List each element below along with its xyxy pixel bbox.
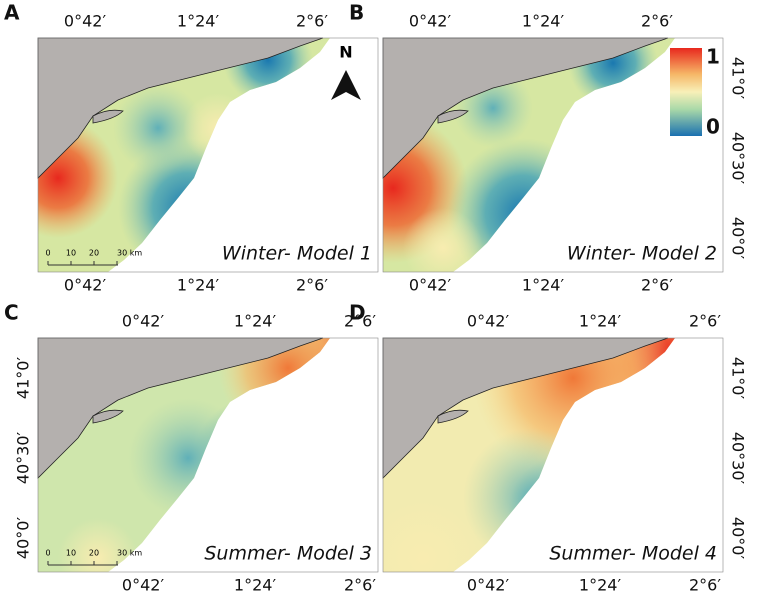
- north-arrow: [331, 70, 361, 100]
- delta: [92, 409, 124, 424]
- lon-label: 2°6′: [296, 12, 328, 31]
- lon-label: 1°24′: [234, 576, 277, 595]
- map-panel: C Summer- Model 3 0°42′ 1°24′ 2°6′ 0°42′ 1°24′…: [4, 301, 379, 595]
- map-border: [37, 37, 379, 273]
- panel-letter: A: [4, 1, 20, 25]
- surface-blob: [38, 118, 118, 238]
- lon-label: 2°6′: [689, 312, 721, 331]
- land: [37, 37, 324, 179]
- lon-label: 1°24′: [579, 312, 622, 331]
- lat-label: 41°0′: [729, 57, 748, 100]
- map-panel: A Winter- Model 1 0°42′ 1°24′ 2°6′ 0°42′ 1°24′…: [4, 1, 379, 295]
- scale-label: 10: [66, 549, 76, 558]
- lon-label: 1°24′: [579, 576, 622, 595]
- lon-label: 1°24′: [177, 12, 220, 31]
- panel-title: Winter- Model 1: [222, 243, 372, 265]
- scale-label: 20: [89, 549, 99, 558]
- scale-label: 20: [89, 249, 99, 258]
- lat-label: 41°0′: [14, 357, 33, 400]
- delta: [92, 109, 124, 124]
- lat-label: 40°0′: [14, 517, 33, 560]
- map-border: [382, 37, 724, 273]
- lon-label: 0°42′: [409, 12, 452, 31]
- map-border: [37, 337, 379, 573]
- lat-label: 40°30′: [729, 132, 748, 185]
- lon-label: 1°24′: [234, 312, 277, 331]
- colorbar: [670, 48, 702, 136]
- lon-label: 0°42′: [409, 276, 452, 295]
- land: [382, 37, 669, 179]
- panel-title: Winter- Model 2: [567, 243, 717, 265]
- map-panel: B Winter- Model 2 0°42′ 1°24′ 2°6′ 0°42′ 1°24′…: [349, 1, 748, 295]
- lon-label: 2°6′: [641, 12, 673, 31]
- scale-label: 10: [66, 249, 76, 258]
- delta: [437, 109, 469, 124]
- lon-label: 2°6′: [344, 312, 376, 331]
- lon-label: 0°42′: [122, 312, 165, 331]
- lat-label: 41°0′: [729, 357, 748, 400]
- lon-label: 2°6′: [641, 276, 673, 295]
- north-label: N: [339, 43, 352, 62]
- panel-letter: D: [349, 301, 366, 325]
- panel-letter: B: [349, 1, 364, 25]
- lat-label: 40°30′: [14, 431, 33, 484]
- lat-label: 40°0′: [729, 517, 748, 560]
- scale-label: 30 km: [117, 549, 142, 558]
- map-border: [382, 337, 724, 573]
- land: [37, 337, 324, 479]
- lat-label: 40°30′: [729, 432, 748, 485]
- lon-label: 0°42′: [467, 576, 510, 595]
- panel-letter: C: [4, 301, 19, 325]
- colorbar-min: 0: [706, 115, 720, 139]
- lon-label: 2°6′: [296, 276, 328, 295]
- surface-blob: [58, 518, 138, 572]
- scale-label: 0: [45, 249, 50, 258]
- surface-blob: [113, 83, 203, 173]
- land: [382, 337, 669, 479]
- lon-label: 1°24′: [522, 12, 565, 31]
- lon-label: 0°42′: [467, 312, 510, 331]
- lon-label: 0°42′: [122, 576, 165, 595]
- lon-label: 0°42′: [64, 12, 107, 31]
- surface-blob: [383, 498, 483, 572]
- map-panel: D Summer- Model 4 0°42′ 1°24′ 2°6′ 0°42′ 1°24′…: [349, 301, 748, 595]
- lon-label: 2°6′: [689, 576, 721, 595]
- colorbar-max: 1: [706, 45, 720, 69]
- lon-label: 2°6′: [344, 576, 376, 595]
- lon-label: 1°24′: [522, 276, 565, 295]
- lat-label: 40°0′: [729, 217, 748, 260]
- scale-label: 30 km: [117, 249, 142, 258]
- lon-label: 0°42′: [64, 276, 107, 295]
- lon-label: 1°24′: [177, 276, 220, 295]
- scale-label: 0: [45, 549, 50, 558]
- delta: [437, 409, 469, 424]
- panel-title: Summer- Model 4: [549, 543, 717, 565]
- panel-title: Summer- Model 3: [204, 543, 372, 565]
